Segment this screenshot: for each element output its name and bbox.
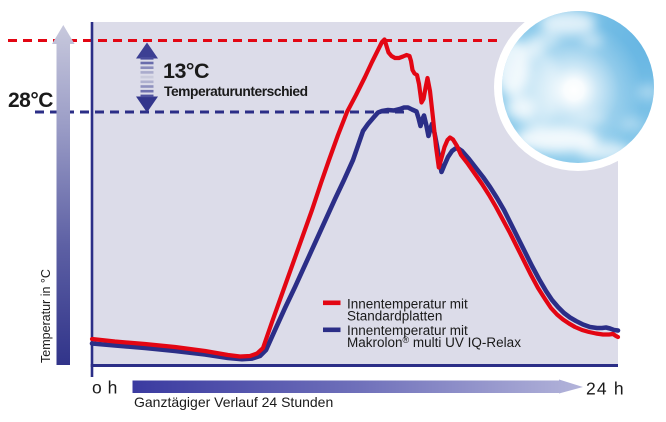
svg-text:Innentemperatur mit: Innentemperatur mit [347, 323, 468, 338]
svg-text:Temperaturunterschied: Temperaturunterschied [164, 84, 308, 99]
svg-text:Innentemperatur mit: Innentemperatur mit [347, 297, 468, 312]
svg-text:o h: o h [92, 378, 118, 398]
svg-text:13°C: 13°C [163, 59, 209, 83]
svg-text:Temperatur in °C: Temperatur in °C [39, 269, 53, 363]
svg-text:28°C: 28°C [8, 89, 53, 112]
svg-text:Ganztägiger Verlauf 24 Stunden: Ganztägiger Verlauf 24 Stunden [134, 394, 333, 410]
svg-text:Makrolon® multi UV IQ-Relax: Makrolon® multi UV IQ-Relax [347, 335, 521, 350]
svg-text:24 h: 24 h [586, 379, 625, 399]
svg-text:Standardplatten: Standardplatten [347, 309, 442, 324]
